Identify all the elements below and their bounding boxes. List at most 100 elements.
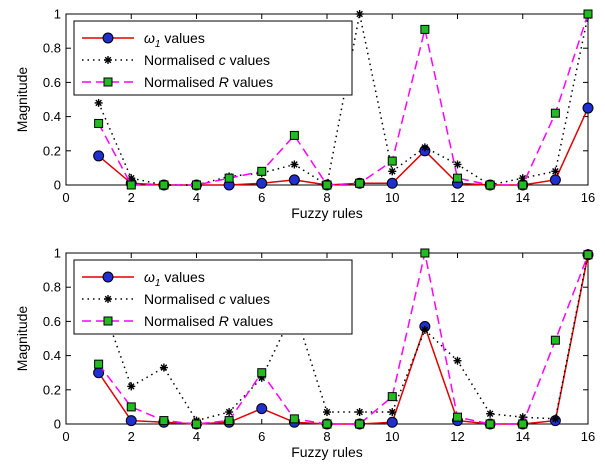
data-point (126, 402, 136, 412)
series-line (97, 13, 589, 186)
data-point (388, 408, 397, 417)
y-tick-label: 0.6 (43, 314, 61, 329)
data-point (159, 180, 169, 190)
data-point (388, 167, 397, 176)
data-point (288, 174, 300, 186)
legend-item-1: ω1 values (82, 269, 205, 289)
chart-panel-2: 0 2 4 6 8 10 12 14 16 0 0.2 0.4 0.6 0.8 1 Fuzzy rules Ma… (14, 246, 595, 461)
data-point (453, 356, 462, 365)
data-point (355, 408, 364, 417)
legend: ω1 values Normalised c values Normalised R… (73, 259, 353, 335)
x-tick-label: 16 (581, 429, 595, 444)
x-axis-label: Fuzzy rules (291, 205, 363, 221)
legend-item-3: Normalised R values (82, 313, 273, 329)
data-point (453, 160, 462, 169)
data-point (583, 250, 593, 260)
legend-label: Normalised R values (144, 313, 273, 329)
data-point (550, 108, 560, 118)
data-point (453, 173, 462, 183)
legend-item-2: Normalised c values (82, 52, 270, 68)
x-tick-label: 14 (516, 429, 530, 444)
y-tick-label: 0 (54, 178, 61, 193)
data-point (256, 403, 268, 415)
data-point (355, 178, 365, 188)
x-tick-label: 6 (258, 190, 265, 205)
x-tick-label: 0 (62, 190, 69, 205)
data-point (290, 160, 299, 169)
x-tick-label: 4 (193, 429, 200, 444)
data-point (127, 382, 136, 391)
data-point (486, 409, 495, 418)
data-point (257, 368, 267, 378)
x-tick-label: 6 (258, 429, 265, 444)
data-point (257, 166, 267, 176)
series-3 (94, 248, 593, 429)
legend-marker (102, 271, 114, 283)
legend-marker (104, 56, 112, 64)
legend-label: ω1 values (144, 30, 205, 50)
data-point (387, 156, 397, 166)
y-tick-label: 0.2 (43, 143, 61, 158)
data-point (551, 167, 560, 176)
data-point (518, 180, 528, 190)
legend-label: Normalised c values (144, 52, 270, 68)
x-tick-label: 8 (323, 190, 330, 205)
legend-marker (103, 77, 113, 87)
x-tick-label: 12 (450, 190, 464, 205)
legend-marker (103, 316, 113, 326)
x-tick-label: 8 (323, 429, 330, 444)
y-tick-label: 0.6 (43, 75, 61, 90)
x-tick-label: 16 (581, 190, 595, 205)
x-tick-label: 14 (516, 190, 530, 205)
data-point (322, 180, 332, 190)
x-tick-label: 10 (385, 429, 399, 444)
data-point (225, 408, 234, 417)
data-point (485, 419, 495, 429)
data-point (224, 416, 234, 426)
y-tick-label: 0.8 (43, 280, 61, 295)
legend: ω1 values Normalised c values Normalised R… (73, 20, 353, 96)
legend-label: ω1 values (144, 269, 205, 289)
y-tick-label: 0.2 (43, 382, 61, 397)
y-axis-label: Magnitude (14, 306, 30, 372)
data-point (420, 248, 430, 258)
x-tick-label: 2 (128, 429, 135, 444)
y-tick-label: 1 (54, 7, 61, 22)
data-point (323, 408, 331, 417)
data-point (355, 419, 365, 429)
data-point (453, 412, 462, 422)
y-tick-label: 0 (54, 417, 61, 432)
series-line (97, 13, 589, 187)
data-point (126, 180, 136, 190)
data-point (159, 363, 168, 372)
data-point (289, 130, 299, 140)
data-point (94, 359, 104, 369)
series-3 (94, 9, 593, 190)
legend-item-1: ω1 values (82, 30, 205, 50)
series-line (98, 254, 589, 425)
x-tick-label: 12 (450, 429, 464, 444)
x-tick-label: 4 (193, 190, 200, 205)
data-point (94, 118, 104, 128)
data-point (583, 9, 593, 19)
data-point (192, 419, 201, 429)
data-point (355, 10, 364, 18)
x-tick-label: 2 (128, 190, 135, 205)
legend-item-3: Normalised R values (82, 74, 273, 90)
data-point (549, 174, 561, 186)
series-line (97, 252, 589, 422)
legend-item-2: Normalised c values (82, 291, 270, 307)
legend-box (73, 259, 353, 335)
data-point (386, 177, 398, 189)
x-tick-label: 10 (385, 190, 399, 205)
data-point (192, 180, 201, 190)
legend-label: Normalised R values (144, 74, 273, 90)
y-tick-label: 0.4 (43, 109, 61, 124)
x-axis-label: Fuzzy rules (291, 444, 363, 460)
legend-label: Normalised c values (144, 291, 270, 307)
data-point (551, 414, 560, 423)
data-point (125, 415, 137, 427)
data-point (386, 416, 398, 428)
data-point (387, 392, 397, 402)
